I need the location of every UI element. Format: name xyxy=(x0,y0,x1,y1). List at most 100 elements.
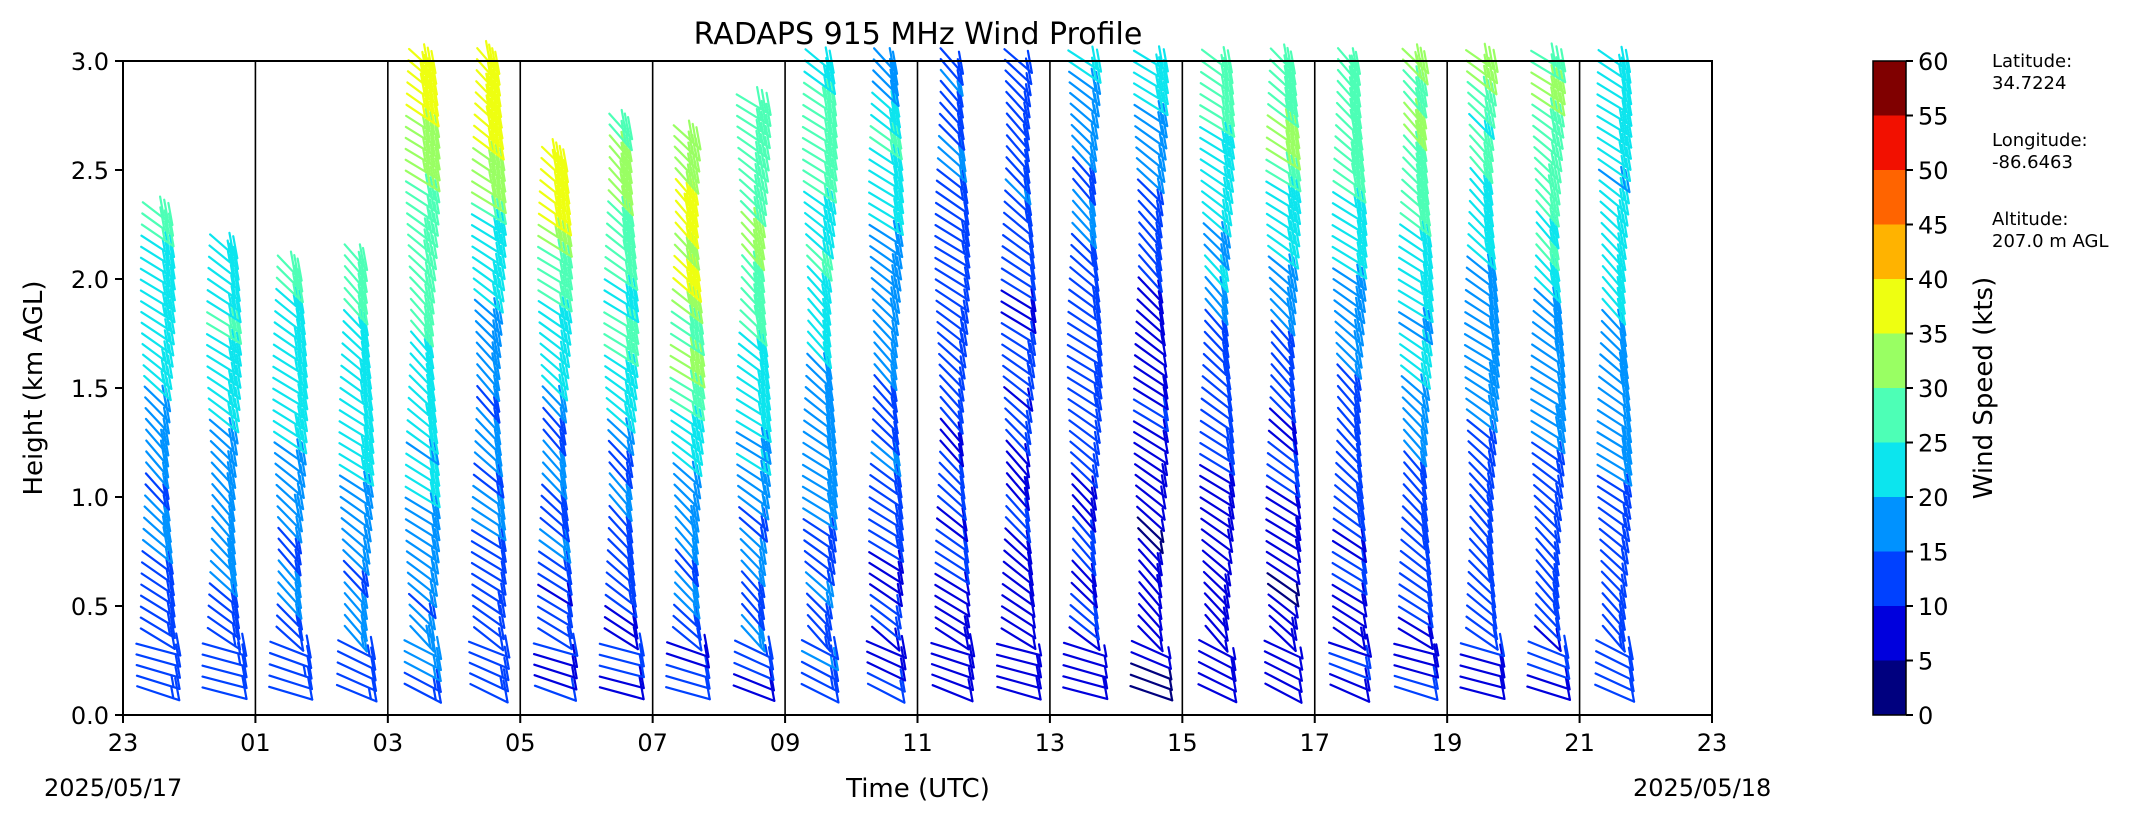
wind-barb-flag xyxy=(896,593,903,619)
wind-barb-flag xyxy=(1554,89,1561,114)
wind-barb-shaft xyxy=(1067,310,1102,335)
wind-barb-half-flag xyxy=(758,570,763,584)
wind-barb-shaft xyxy=(1068,419,1101,444)
wind-barb-half-flag xyxy=(166,579,171,593)
wind-barb-shaft xyxy=(1138,581,1163,610)
wind-barb-shaft xyxy=(1002,560,1034,586)
wind-barb-shaft xyxy=(1469,504,1494,533)
colorbar-tick-label: 0 xyxy=(1918,702,1933,730)
wind-barb-shaft xyxy=(1070,592,1099,620)
wind-barb-flag xyxy=(703,633,710,658)
wind-barb-flag xyxy=(764,136,771,161)
wind-barb-half-flag xyxy=(1157,166,1162,180)
wind-barb-half-flag xyxy=(1419,472,1425,486)
wind-barb-half-flag xyxy=(625,369,630,383)
wind-barb-flag xyxy=(1222,187,1229,212)
wind-barb-shaft xyxy=(135,642,182,657)
wind-barb-shaft xyxy=(872,396,899,424)
wind-barb-flag xyxy=(1348,54,1355,79)
wind-barb-shaft xyxy=(1070,581,1099,609)
wind-barb-flag xyxy=(497,627,505,652)
wind-barb-shaft xyxy=(1534,603,1561,631)
wind-barb-flag xyxy=(227,450,234,475)
wind-barb-flag xyxy=(1555,415,1562,441)
wind-barb-flag xyxy=(1294,200,1302,226)
wind-barb-flag xyxy=(626,383,633,409)
wind-barb-half-flag xyxy=(628,591,633,605)
wind-barb-half-flag xyxy=(421,61,426,75)
wind-barb-half-flag xyxy=(294,424,299,438)
wind-barb-half-flag xyxy=(1155,199,1161,213)
wind-barb-half-flag xyxy=(360,456,365,470)
wind-barb-shaft xyxy=(1331,605,1368,629)
wind-barb-half-flag xyxy=(293,326,298,340)
wind-barb-flag xyxy=(1620,45,1627,70)
wind-barb-half-flag xyxy=(959,166,964,180)
wind-barb-shaft xyxy=(1134,463,1168,488)
wind-barb-flag xyxy=(1289,220,1296,245)
wind-barb-shaft xyxy=(598,642,645,657)
wind-barb-shaft xyxy=(800,682,840,704)
chart-title: RADAPS 915 MHz Wind Profile xyxy=(694,17,1143,52)
wind-barb-shaft xyxy=(1133,452,1169,477)
wind-barb-half-flag xyxy=(164,547,170,561)
wind-barb-flag xyxy=(760,88,767,114)
wind-barb-flag xyxy=(1620,165,1627,191)
colorbar-tick-label: 10 xyxy=(1918,593,1949,621)
wind-barb-flag xyxy=(428,198,436,223)
wind-barb-shaft xyxy=(1134,331,1167,357)
wind-barb-flag xyxy=(1294,211,1301,237)
y-tick-label: 2.5 xyxy=(71,157,109,185)
wind-barb-shaft xyxy=(1134,343,1168,368)
wind-barb-half-flag xyxy=(1159,639,1164,653)
wind-barb-half-flag xyxy=(1549,272,1555,286)
wind-barb-half-flag xyxy=(421,94,427,108)
wind-barb-flag xyxy=(1291,616,1298,641)
wind-barb-half-flag xyxy=(228,526,233,541)
colorbar-tick-label: 40 xyxy=(1918,266,1949,294)
wind-barb-flag xyxy=(1625,484,1632,509)
wind-barb-shaft xyxy=(1005,461,1030,490)
wind-barb-flag xyxy=(694,394,701,419)
wind-barb-shaft xyxy=(934,627,970,651)
wind-barb-shaft xyxy=(1062,652,1108,669)
wind-barb-flag xyxy=(888,47,895,72)
wind-barb-half-flag xyxy=(1224,639,1229,653)
wind-barb-flag xyxy=(485,105,492,130)
wind-barb-shaft xyxy=(1265,529,1302,552)
wind-barb-half-flag xyxy=(890,330,896,344)
wind-barb-half-flag xyxy=(1032,626,1037,640)
wind-barb-shaft xyxy=(1203,581,1230,609)
wind-barb-half-flag xyxy=(625,293,630,307)
wind-barb-half-flag xyxy=(294,358,299,372)
wind-barb-shaft xyxy=(1000,627,1037,651)
wind-barb-half-flag xyxy=(961,230,966,244)
wind-barb-shaft xyxy=(532,642,579,657)
wind-barb-flag xyxy=(1287,275,1294,300)
wind-barb-flag xyxy=(559,340,567,365)
wind-barb-half-flag xyxy=(1220,64,1225,78)
x-tick-label: 17 xyxy=(1299,729,1330,757)
wind-barb-half-flag xyxy=(1619,592,1624,606)
wind-barb-half-flag xyxy=(685,247,691,261)
wind-barb-half-flag xyxy=(1287,330,1292,344)
wind-barb-half-flag xyxy=(425,402,430,417)
wind-barb-flag xyxy=(1348,87,1356,112)
wind-barb-half-flag xyxy=(162,293,167,307)
wind-barb-half-flag xyxy=(228,304,233,318)
wind-barb-shaft xyxy=(1600,559,1628,587)
wind-barb-shaft xyxy=(1265,507,1302,531)
wind-barb-flag xyxy=(957,421,964,446)
wind-barb-shaft xyxy=(1069,440,1100,467)
wind-barb-flag xyxy=(899,668,906,693)
wind-barb-flag xyxy=(1487,530,1494,555)
wind-barb-flag xyxy=(361,246,369,272)
wind-barb-half-flag xyxy=(295,515,300,529)
wind-barb-shaft xyxy=(1000,300,1037,323)
wind-barb-flag xyxy=(1423,50,1430,75)
wind-barb-half-flag xyxy=(423,316,428,330)
wind-barb-flag xyxy=(683,192,690,217)
wind-barb-half-flag xyxy=(1619,341,1625,355)
wind-barb-half-flag xyxy=(1618,129,1623,143)
wind-barb-half-flag xyxy=(494,450,499,464)
